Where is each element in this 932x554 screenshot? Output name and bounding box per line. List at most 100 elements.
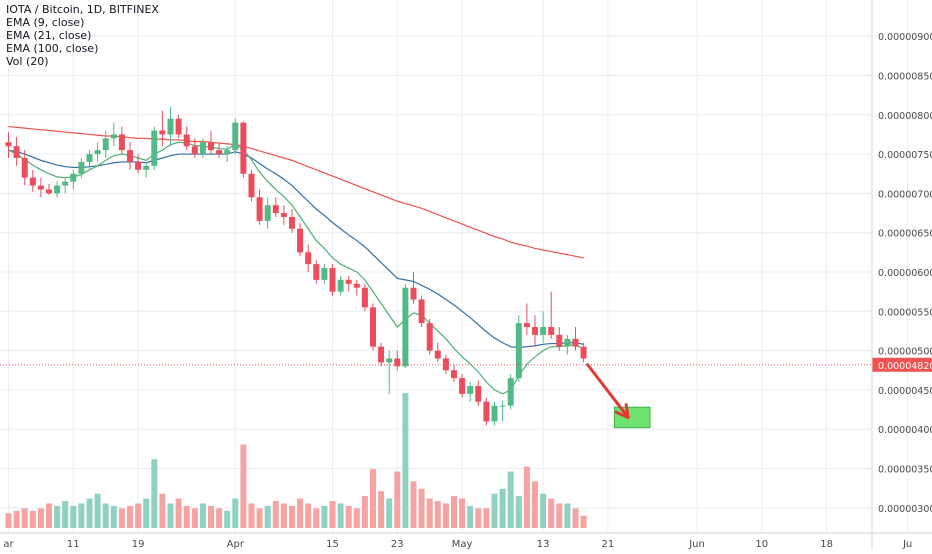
target-zone-box <box>613 406 651 429</box>
candle-body <box>151 130 158 166</box>
candle <box>410 272 417 304</box>
candle-body <box>297 228 304 253</box>
volume-bar <box>378 491 385 528</box>
y-tick-label: 0.00000300 <box>878 504 932 515</box>
candle <box>321 264 328 284</box>
legend-ema100[interactable]: EMA (100, close) <box>6 42 99 55</box>
volume-bar <box>70 505 77 528</box>
volume-bar <box>515 496 522 528</box>
candle-body <box>208 142 214 151</box>
candle <box>86 150 93 170</box>
volume-bar <box>386 498 393 528</box>
candle-body <box>94 150 101 155</box>
candle <box>224 146 231 162</box>
ema100-line <box>8 125 584 259</box>
volume-bar <box>564 503 571 528</box>
candle-body <box>475 385 482 402</box>
candle <box>434 342 441 363</box>
candle <box>442 354 449 375</box>
volume-bar <box>5 513 12 528</box>
volume-bar <box>459 498 466 528</box>
ema-lines <box>8 125 584 395</box>
candle-body <box>191 146 198 155</box>
candle <box>159 110 166 147</box>
candle <box>232 118 239 155</box>
candle <box>491 401 498 426</box>
volume-bar <box>426 498 433 528</box>
candle <box>46 183 52 195</box>
volume-bar <box>556 503 563 528</box>
candle-body <box>86 154 93 162</box>
candle-body <box>442 358 449 371</box>
x-tick-label: 21 <box>602 539 615 550</box>
candle <box>191 138 198 159</box>
candle <box>62 177 69 194</box>
legend-vol[interactable]: Vol (20) <box>6 55 49 68</box>
candle-body <box>248 173 255 198</box>
ema9-line <box>8 141 584 395</box>
volume-bar <box>451 496 457 528</box>
candle <box>280 205 287 225</box>
candle-body <box>216 150 223 155</box>
volume-bar <box>183 505 190 528</box>
volume-bar <box>345 505 352 528</box>
volume-bar <box>78 503 85 528</box>
volume-bar <box>191 508 198 528</box>
candle-body <box>556 334 563 347</box>
volume-bar <box>361 496 368 528</box>
candle-body <box>410 287 417 300</box>
candle <box>167 106 174 147</box>
volume-bar <box>86 498 93 528</box>
candle <box>556 327 563 351</box>
candle <box>345 275 352 292</box>
candle <box>183 126 190 151</box>
legend-ema21[interactable]: EMA (21, close) <box>6 29 92 42</box>
y-tick-label: 0.00000800 <box>878 111 932 122</box>
candle <box>289 209 295 233</box>
candle-body <box>175 118 182 135</box>
candle-body <box>183 134 190 147</box>
x-tick-label: 15 <box>326 539 339 550</box>
candle-body <box>232 122 239 151</box>
candle-body <box>272 205 279 214</box>
legend-ema9[interactable]: EMA (9, close) <box>6 16 85 29</box>
candle <box>378 342 385 367</box>
volume-bar <box>232 498 239 528</box>
volume-bar <box>46 503 52 528</box>
candle-body <box>540 327 547 335</box>
volume-bar <box>175 498 182 528</box>
candle-body <box>289 216 295 229</box>
candle-body <box>280 213 287 217</box>
volume-bar <box>394 471 401 528</box>
volume-bar <box>102 503 109 528</box>
candle-body <box>256 197 263 221</box>
volume-bar <box>313 508 320 528</box>
volume-bar <box>434 501 441 528</box>
volume-bar <box>224 510 231 528</box>
volume-bar <box>499 488 506 528</box>
x-tick-label: May <box>452 539 473 550</box>
candle <box>94 142 101 162</box>
candle-body <box>394 358 401 367</box>
candle <box>515 315 522 383</box>
candle-body <box>491 405 498 422</box>
candle-body <box>305 252 312 265</box>
x-tick-label: Apr <box>227 539 245 550</box>
ema21-line <box>8 149 584 349</box>
candle <box>216 142 223 159</box>
candle-body <box>118 134 125 151</box>
volume-bar <box>483 508 490 528</box>
candle-body <box>13 146 20 159</box>
y-tick-label: 0.00000650 <box>878 229 932 240</box>
candle-body <box>548 327 555 335</box>
volume-bars <box>5 393 587 528</box>
x-tick-label: 13 <box>537 539 550 550</box>
y-tick-label: 0.00000350 <box>878 465 932 476</box>
candle <box>175 114 182 139</box>
candle-body <box>54 185 61 194</box>
volume-bar <box>297 498 304 528</box>
candle <box>548 291 555 339</box>
volume-bar <box>94 493 101 528</box>
